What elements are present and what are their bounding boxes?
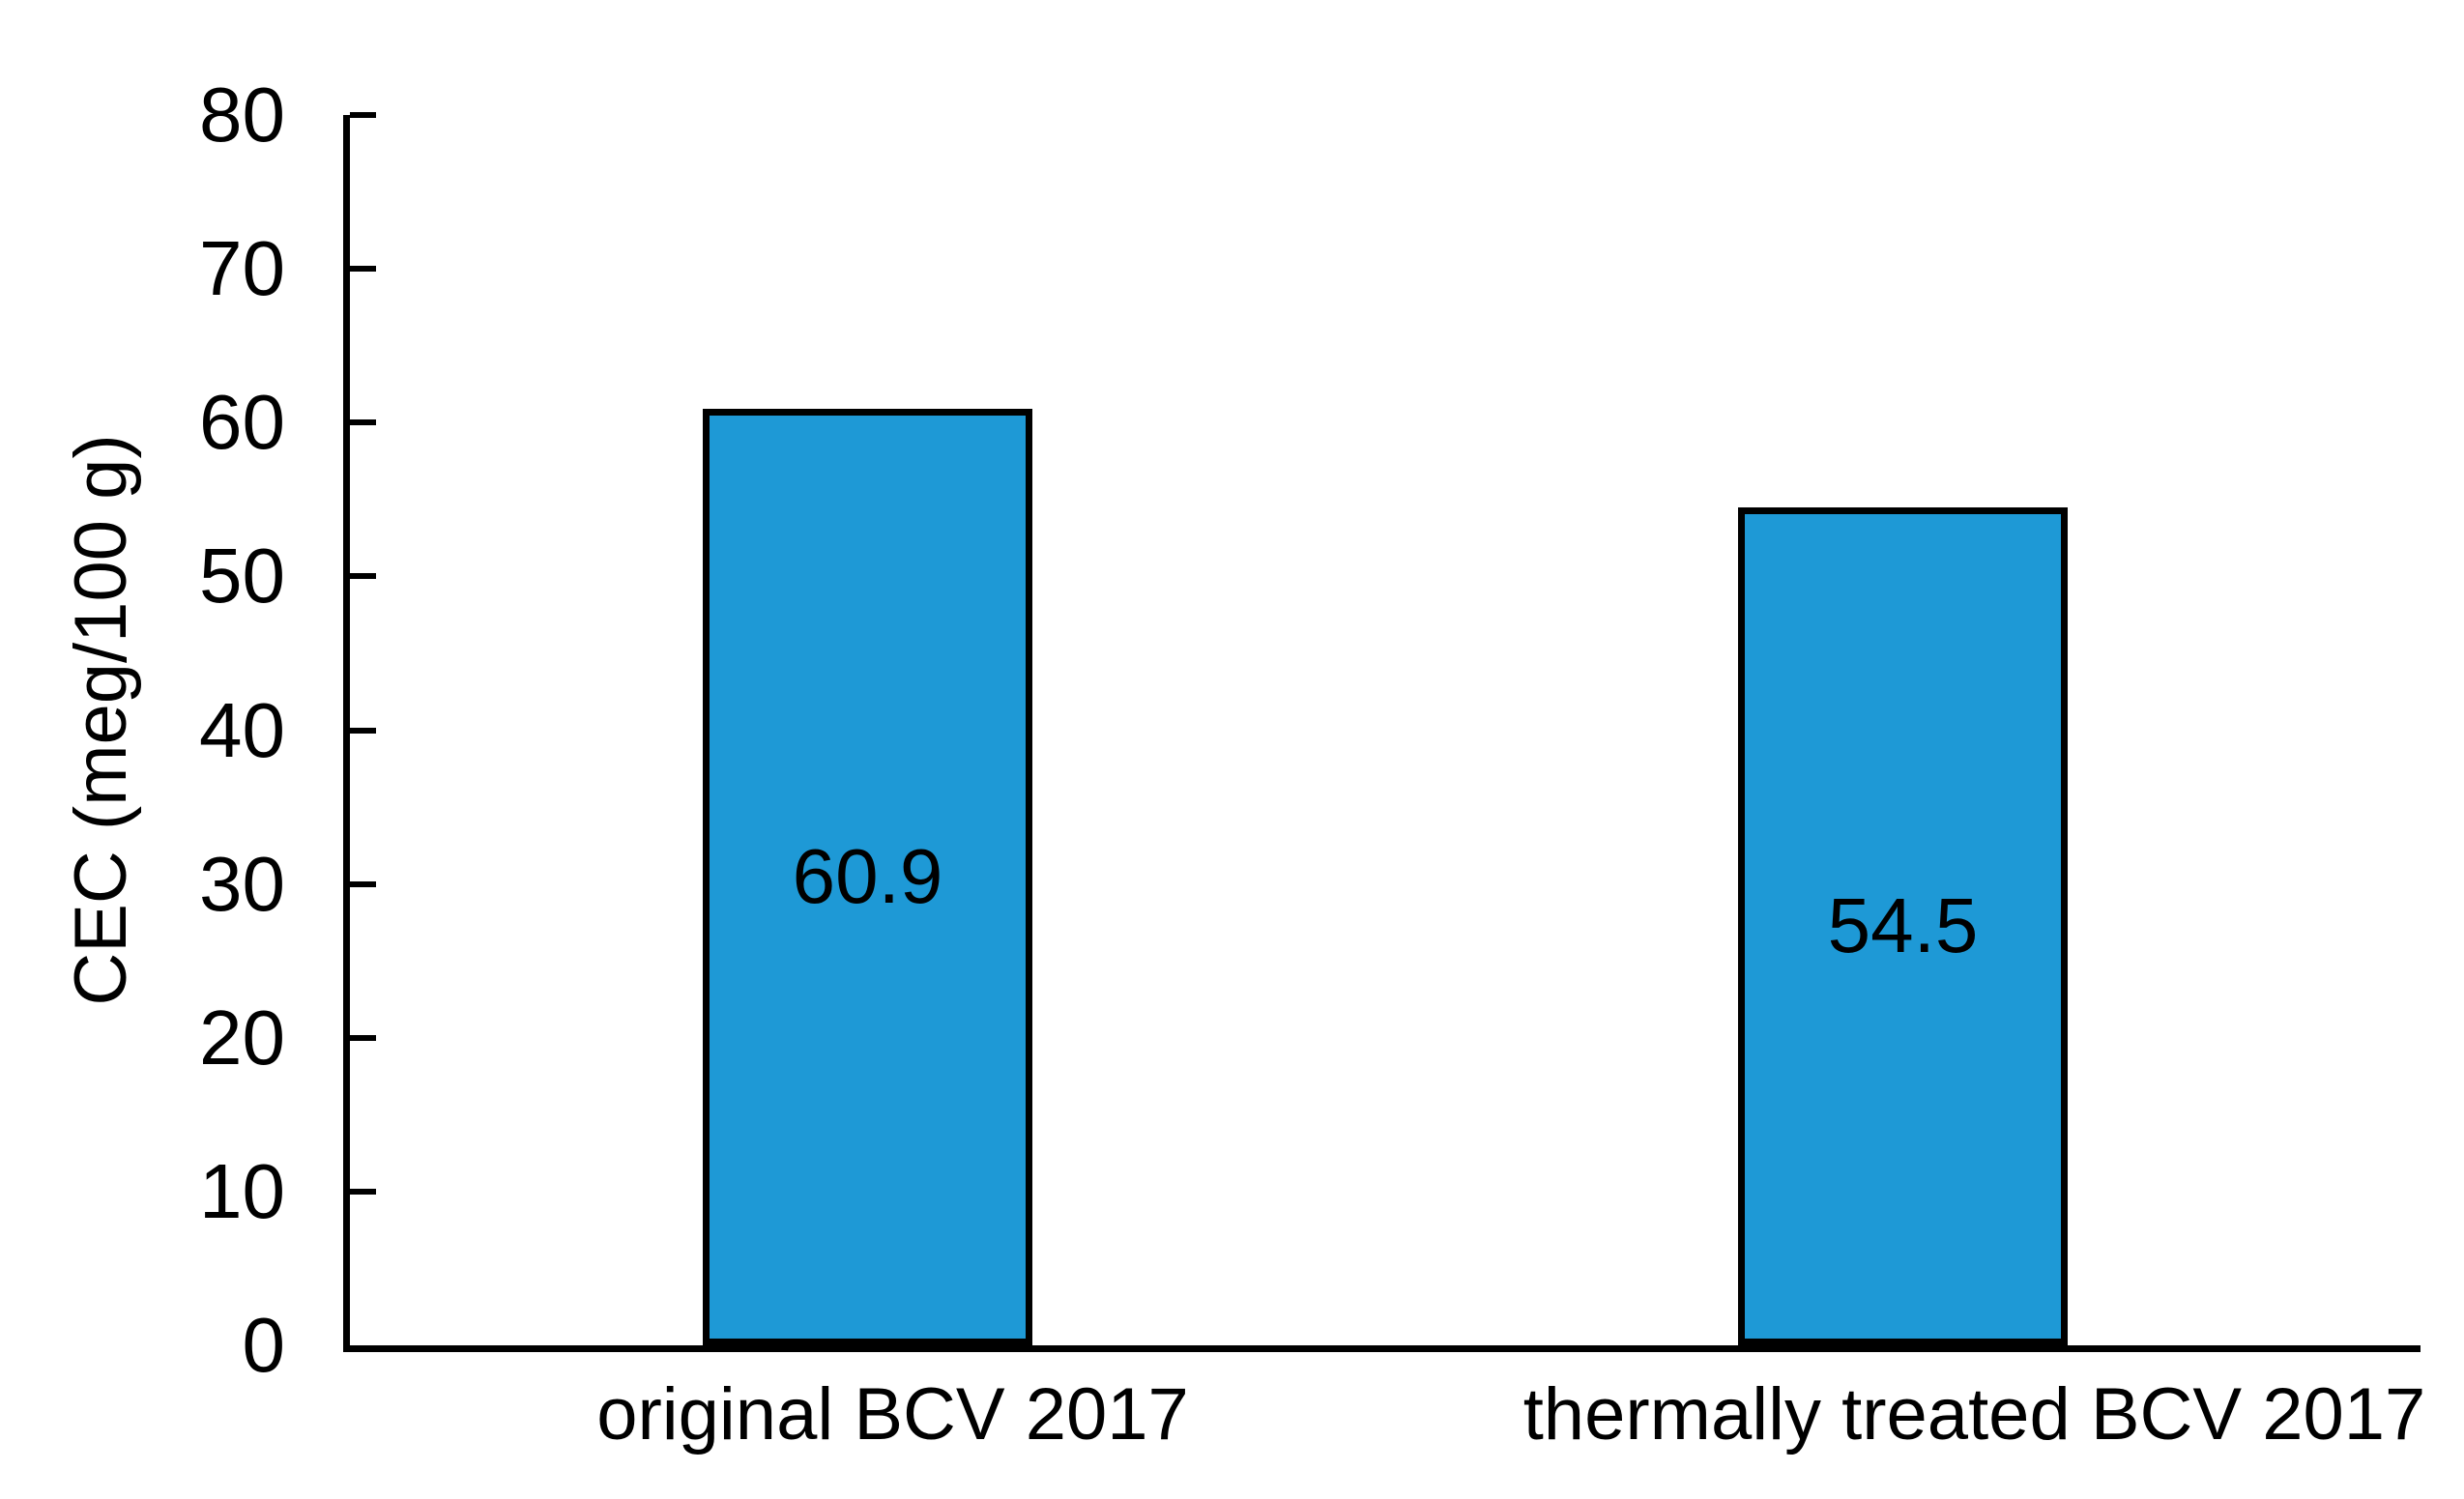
x-category-label: original BCV 2017 xyxy=(596,1373,1189,1456)
y-tick-label: 80 xyxy=(199,72,285,158)
y-tick-mark xyxy=(350,880,376,887)
x-category-label: thermally treated BCV 2017 xyxy=(1522,1373,2426,1456)
y-tick-label: 30 xyxy=(199,840,285,927)
y-tick-label: 20 xyxy=(199,994,285,1081)
y-tick-mark xyxy=(350,112,376,118)
y-tick-label: 70 xyxy=(199,225,285,312)
y-tick-mark xyxy=(350,1034,376,1041)
y-tick-mark xyxy=(350,573,376,580)
y-tick-label: 40 xyxy=(199,686,285,773)
y-tick-label: 0 xyxy=(242,1302,286,1388)
y-tick-label: 50 xyxy=(199,533,285,620)
bar: 54.5 xyxy=(1738,506,2068,1345)
y-tick-label: 10 xyxy=(199,1147,285,1234)
plot-area: 60.9 54.5 xyxy=(343,112,2421,1352)
bar-value-label: 54.5 xyxy=(1827,882,1979,969)
y-tick-mark xyxy=(350,1188,376,1195)
y-tick-mark xyxy=(350,266,376,273)
y-tick-mark xyxy=(350,419,376,426)
bar: 60.9 xyxy=(703,408,1032,1345)
y-tick-label: 60 xyxy=(199,379,285,466)
y-tick-mark xyxy=(350,727,376,734)
bar-value-label: 60.9 xyxy=(792,833,943,920)
